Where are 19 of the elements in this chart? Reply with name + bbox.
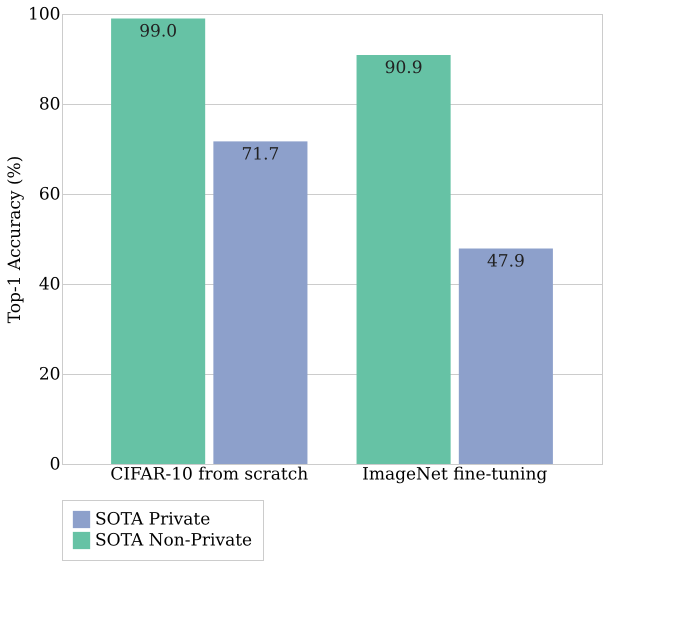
y-tick-label: 60 bbox=[38, 184, 60, 204]
legend-label: SOTA Non-Private bbox=[95, 530, 252, 550]
data-label: 99.0 bbox=[139, 22, 178, 42]
y-tick-label: 40 bbox=[38, 274, 60, 294]
y-axis-title: Top-1 Accuracy (%) bbox=[5, 156, 26, 324]
y-tick-label: 100 bbox=[28, 4, 60, 24]
data-label: 90.9 bbox=[384, 58, 423, 78]
bar bbox=[458, 248, 553, 464]
y-tick-label: 80 bbox=[38, 94, 60, 114]
y-tick-label: 20 bbox=[38, 364, 60, 384]
bar bbox=[111, 18, 206, 464]
x-tick-label: CIFAR-10 from scratch bbox=[110, 464, 308, 484]
data-label: 71.7 bbox=[241, 144, 280, 164]
x-tick-label: ImageNet fine-tuning bbox=[362, 464, 548, 484]
legend-label: SOTA Private bbox=[95, 510, 210, 530]
bar bbox=[213, 141, 308, 464]
y-tick-label: 0 bbox=[50, 454, 60, 474]
bar bbox=[356, 54, 451, 464]
data-label: 47.9 bbox=[486, 251, 525, 272]
